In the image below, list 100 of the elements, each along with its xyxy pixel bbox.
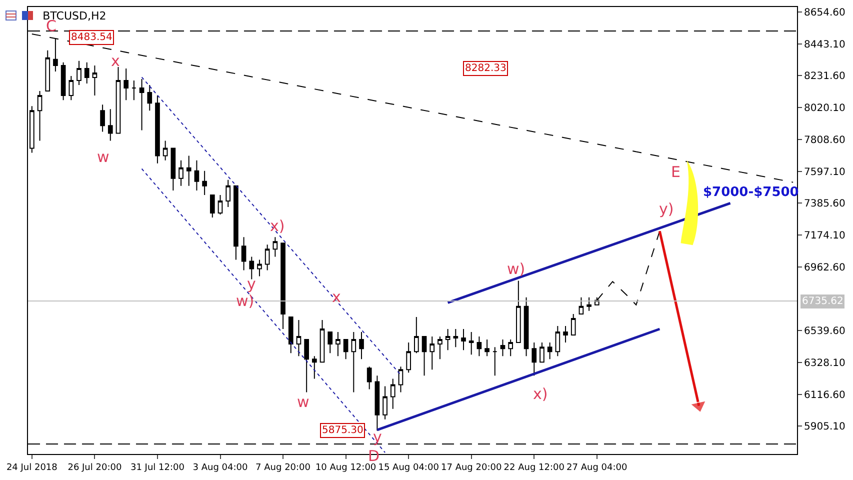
candlestick (500, 339, 506, 357)
annotation: w (97, 148, 110, 166)
candlestick (445, 328, 450, 351)
y-tick-label: 7597.10 (804, 166, 846, 178)
candlestick (532, 342, 537, 376)
candlestick (484, 339, 490, 357)
candlestick (570, 313, 576, 336)
annotation: x (332, 288, 341, 306)
annotation: 8282.33 (465, 63, 506, 74)
candlestick (540, 342, 544, 363)
candlestick (343, 339, 348, 360)
candlestick (186, 155, 192, 186)
candlestick (162, 140, 168, 161)
y-tick-label: 5905.10 (804, 422, 846, 433)
candlestick (578, 296, 584, 314)
x-tick-label: 10 Aug 12:00 (315, 462, 376, 473)
candlestick (280, 242, 286, 330)
candlestick (100, 104, 105, 132)
candlestick (264, 244, 270, 271)
candlestick (336, 332, 340, 357)
candlestick (461, 328, 466, 351)
candlestick (178, 160, 184, 186)
x-tick-label: 27 Aug 04:00 (566, 462, 628, 473)
annotation: x) (533, 385, 548, 403)
candlestick (374, 375, 380, 432)
candlestick (351, 332, 356, 393)
candlestick (241, 236, 246, 271)
candlestick (366, 366, 372, 390)
y-tick-label: 6539.60 (804, 326, 846, 338)
candlestick (430, 336, 435, 370)
candlestick (170, 148, 176, 191)
candlestick (30, 106, 34, 154)
candlestick (132, 80, 136, 101)
candlestick (398, 366, 404, 393)
candlestick (68, 75, 74, 101)
candlestick (304, 339, 309, 393)
x-tick-label: 3 Aug 04:00 (192, 462, 248, 473)
candlestick (438, 336, 442, 360)
candlestick (320, 319, 325, 363)
candlestick (139, 78, 144, 131)
candlestick (516, 280, 521, 344)
candlestick (155, 95, 160, 164)
annotation: w) (507, 260, 526, 278)
y-tick-label: 8231.60 (804, 71, 846, 82)
candlestick (476, 336, 482, 357)
candlestick (547, 342, 552, 360)
candlestick (53, 38, 58, 72)
candlestick (563, 325, 568, 344)
y-tick-label: 8443.10 (804, 39, 846, 50)
x-tick-label: 22 Aug 12:00 (504, 462, 565, 473)
candlestick (508, 339, 514, 357)
candlestick (288, 316, 294, 354)
y-tick-label: 6116.60 (804, 390, 846, 401)
candlestick (272, 236, 278, 258)
candlestick (45, 50, 50, 92)
candlestick (390, 378, 396, 410)
candlestick (555, 325, 560, 357)
candlestick (124, 68, 129, 101)
x-tick-label: 17 Aug 20:00 (441, 462, 502, 473)
candlestick (328, 332, 333, 354)
annotation: w (297, 393, 310, 411)
candlestick (218, 194, 223, 216)
annotation: y (247, 275, 256, 293)
annotation: w) (236, 292, 254, 310)
y-tick-label: 8020.10 (804, 103, 846, 114)
y-tick-label: 7174.10 (804, 230, 846, 242)
candlestick (382, 386, 388, 420)
x-tick-label: 26 Jul 20:00 (68, 462, 122, 473)
x-tick-label: 24 Jul 2018 (6, 462, 58, 473)
x-tick-label: 31 Jul 12:00 (130, 462, 185, 473)
candlestick (116, 66, 121, 134)
annotation: y (373, 428, 382, 446)
candlestick (60, 62, 66, 101)
candlestick (586, 296, 592, 312)
candlestick (524, 296, 529, 357)
candlestick (492, 346, 498, 376)
candlestick (147, 84, 152, 112)
x-tick-label: 7 Aug 20:00 (256, 462, 311, 473)
candlestick (406, 342, 411, 374)
candlestick (202, 170, 207, 196)
annotation: 8483.54 (71, 32, 112, 43)
candlestick (108, 108, 113, 142)
y-tick-label: 7808.60 (804, 134, 846, 146)
annotation: 5875.30 (322, 425, 364, 436)
candlestick (257, 259, 262, 277)
annotation: x (111, 52, 120, 70)
y-tick-label: 6962.60 (804, 262, 846, 274)
candlestick (312, 356, 317, 380)
candlestick (468, 332, 474, 356)
x-tick-label: 15 Aug 04:00 (378, 462, 440, 473)
candlestick (194, 160, 200, 191)
candlestick (234, 185, 238, 260)
candlestick (414, 316, 419, 354)
candlestick (37, 90, 42, 142)
annotation: E (671, 163, 680, 181)
candlestick (359, 332, 364, 360)
y-tick-label: 7385.60 (804, 198, 846, 210)
y-tick-label: 6328.10 (804, 358, 846, 369)
ref-line-label: 6735.62 (802, 296, 844, 307)
candlestick (92, 64, 98, 96)
